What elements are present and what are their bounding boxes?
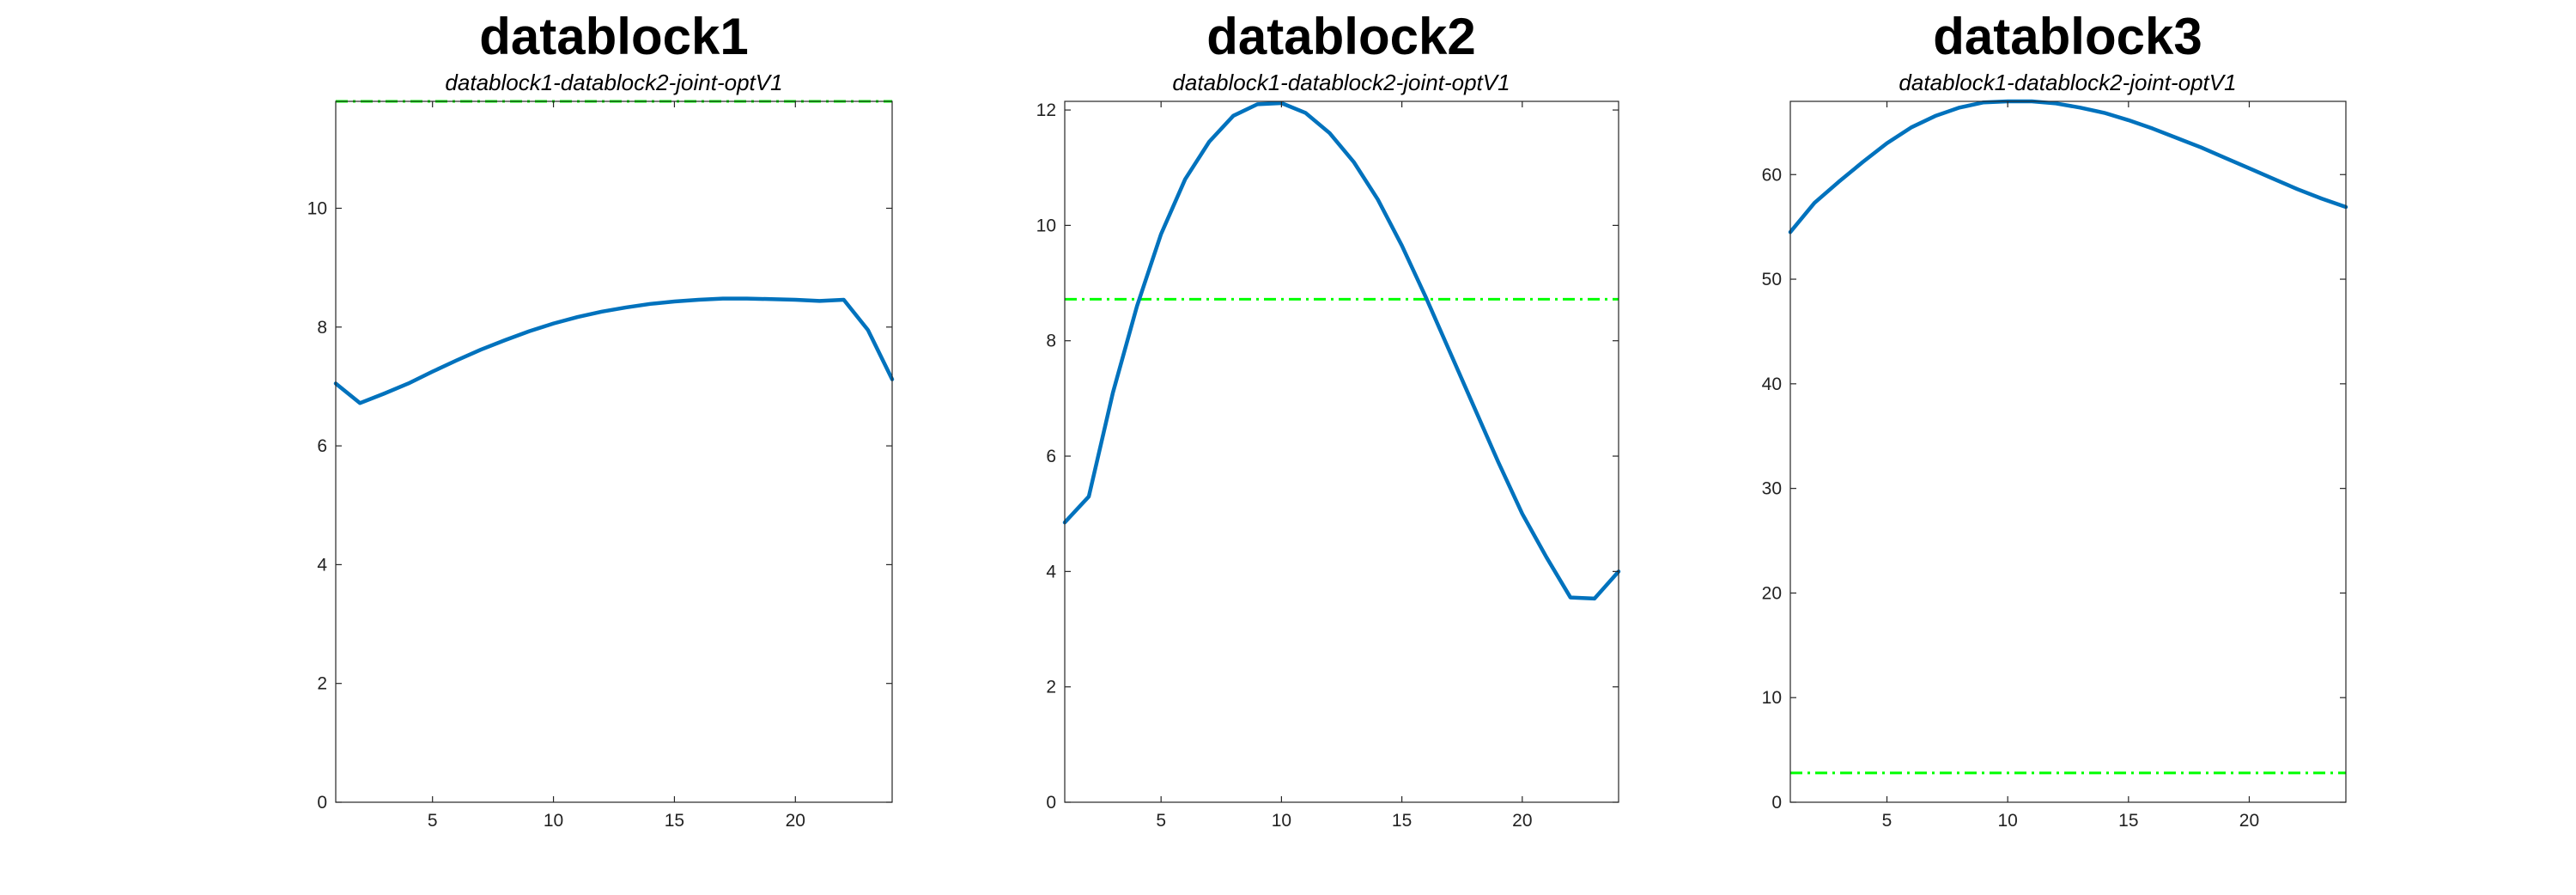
y-tick-label: 10 — [307, 198, 327, 218]
subplot-subtitle: datablock1-datablock2-joint-optV1 — [445, 70, 782, 95]
x-tick-label: 20 — [2239, 811, 2259, 831]
y-tick-label: 60 — [1762, 165, 1782, 185]
x-tick-label: 20 — [1512, 811, 1532, 831]
series-line — [1062, 100, 1621, 601]
y-tick-label: 40 — [1762, 374, 1782, 394]
axes-box — [1064, 100, 1619, 803]
x-tick-label: 10 — [1272, 811, 1291, 831]
subplot-title: datablock3 — [1933, 8, 2202, 65]
y-tick-label: 10 — [1036, 216, 1056, 235]
x-tick-label: 10 — [1997, 811, 2017, 831]
subplot-datablock2: datablock2 datablock1-datablock2-joint-o… — [1036, 8, 1621, 831]
y-tick-label: 2 — [317, 674, 327, 694]
y-tick-label: 10 — [1762, 688, 1782, 708]
plot-area — [1790, 101, 2346, 802]
plot-area — [336, 101, 892, 802]
y-tick-label: 4 — [1046, 562, 1056, 581]
x-tick-label: 10 — [544, 811, 563, 831]
y-tick-label: 6 — [317, 436, 327, 456]
y-tick-label: 8 — [1046, 332, 1056, 351]
y-tick-label: 0 — [317, 793, 327, 813]
subplot-datablock1: datablock1 datablock1-datablock2-joint-o… — [307, 8, 895, 831]
x-tick-label: 15 — [2118, 811, 2138, 831]
x-tick-label: 20 — [786, 811, 805, 831]
plot-area — [1065, 101, 1619, 802]
y-tick-label: 30 — [1762, 479, 1782, 499]
series-line — [1788, 99, 2348, 234]
axes-box — [1789, 100, 2347, 803]
x-tick-label: 5 — [428, 811, 438, 831]
y-tick-label: 2 — [1046, 678, 1056, 697]
y-tick-label: 20 — [1762, 583, 1782, 603]
subplot-title: datablock2 — [1206, 8, 1475, 65]
y-tick-label: 0 — [1046, 793, 1056, 813]
y-tick-label: 12 — [1036, 100, 1056, 120]
subplot-subtitle: datablock1-datablock2-joint-optV1 — [1899, 70, 2236, 95]
x-tick-label: 15 — [665, 811, 684, 831]
y-tick-label: 8 — [317, 318, 327, 338]
y-tick-label: 6 — [1046, 447, 1056, 466]
x-tick-label: 5 — [1882, 811, 1893, 831]
y-tick-label: 0 — [1771, 793, 1782, 813]
y-tick-label: 50 — [1762, 270, 1782, 289]
axes-box — [335, 100, 893, 803]
subplot-title: datablock1 — [479, 8, 748, 65]
series-line — [333, 296, 895, 405]
subplot-datablock3: datablock3 datablock1-datablock2-joint-o… — [1762, 8, 2348, 831]
subplot-subtitle: datablock1-datablock2-joint-optV1 — [1172, 70, 1510, 95]
x-tick-label: 5 — [1156, 811, 1166, 831]
x-tick-label: 15 — [1392, 811, 1412, 831]
y-tick-label: 4 — [317, 555, 327, 575]
